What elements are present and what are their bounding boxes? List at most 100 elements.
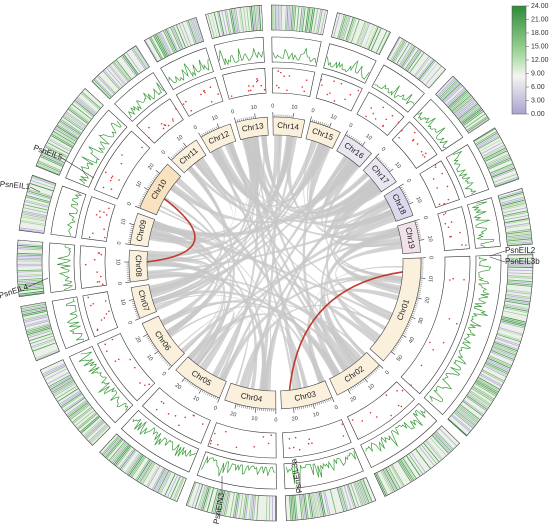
snp-dot	[104, 317, 106, 319]
tick-label: 10	[250, 104, 257, 111]
minor-tick	[151, 182, 153, 183]
snp-dot	[422, 154, 424, 156]
tick-label: 0	[422, 215, 429, 220]
minor-tick	[381, 161, 383, 163]
snp-dot	[421, 365, 423, 367]
snp-dot	[421, 151, 423, 153]
snp-dot	[112, 339, 114, 341]
minor-tick	[352, 137, 353, 139]
tick	[218, 398, 220, 403]
minor-tick	[153, 178, 155, 179]
snp-dot	[398, 137, 400, 139]
minor-tick	[384, 164, 386, 166]
track-frame	[94, 131, 149, 199]
snp-dot	[111, 188, 113, 190]
tick-label: 10	[393, 161, 402, 170]
minor-tick	[371, 373, 373, 375]
minor-tick	[401, 189, 403, 190]
tick-label: 0	[380, 146, 386, 152]
minor-tick	[144, 192, 146, 193]
snp-dot	[452, 278, 454, 280]
minor-tick	[316, 121, 317, 123]
tick-label: 0	[405, 178, 412, 184]
minor-tick	[141, 200, 143, 201]
tick	[402, 335, 406, 337]
minor-tick	[142, 198, 144, 199]
minor-tick	[305, 406, 306, 408]
tick-label: 20	[133, 336, 141, 344]
minor-tick	[182, 147, 184, 149]
snp-dot	[424, 156, 426, 158]
snp-dot	[250, 90, 252, 92]
snp-dot	[156, 409, 158, 411]
snp-dot	[390, 415, 392, 417]
heat-stripe	[269, 496, 270, 520]
minor-tick	[315, 403, 316, 405]
minor-tick	[243, 406, 244, 408]
snp-dot	[190, 110, 192, 112]
minor-tick	[407, 200, 409, 201]
minor-tick	[415, 222, 417, 223]
minor-tick	[211, 395, 212, 397]
minor-tick	[159, 354, 161, 356]
tick-label: 0	[160, 371, 166, 377]
tick	[379, 365, 383, 368]
minor-tick	[180, 149, 182, 151]
tick-label: 10	[329, 114, 337, 122]
minor-tick	[406, 328, 408, 329]
minor-tick	[312, 119, 313, 121]
minor-tick	[146, 336, 148, 337]
minor-tick	[152, 345, 154, 346]
snp-dot	[392, 115, 394, 117]
snp-dot	[375, 118, 377, 120]
track-frame	[51, 186, 86, 237]
minor-tick	[351, 136, 352, 138]
snp-dot	[108, 208, 110, 210]
snp-dot	[214, 433, 216, 435]
tick	[293, 408, 294, 413]
minor-tick	[177, 151, 179, 153]
minor-tick	[132, 303, 134, 304]
tick-label: 0	[271, 103, 274, 109]
minor-tick	[193, 385, 194, 387]
track-frame	[438, 207, 470, 251]
snp-dot	[327, 94, 329, 96]
snp-dot	[441, 173, 443, 175]
tick-label: 0	[384, 370, 390, 376]
minor-tick	[393, 348, 395, 349]
snp-dot	[85, 264, 87, 266]
heat-stripe	[508, 269, 532, 270]
snp-dot	[97, 329, 99, 331]
snp-dot	[436, 187, 438, 189]
tick-label: 0	[348, 122, 354, 129]
minor-tick	[188, 382, 189, 384]
minor-tick	[217, 397, 218, 399]
density-line	[472, 202, 493, 247]
snp-dot	[289, 75, 291, 77]
track-frame	[83, 292, 118, 337]
snp-dot	[289, 438, 291, 440]
minor-tick	[152, 180, 154, 181]
minor-tick	[366, 377, 368, 379]
minor-tick	[408, 201, 410, 202]
minor-tick	[358, 383, 359, 385]
tick-label: 10	[291, 104, 298, 111]
snp-dot	[110, 180, 112, 182]
snp-dot	[103, 211, 105, 213]
snp-dot	[89, 237, 91, 239]
snp-dot	[456, 323, 458, 325]
minor-tick	[237, 404, 238, 406]
snp-dot	[372, 113, 374, 115]
minor-tick	[134, 309, 136, 310]
minor-tick	[416, 226, 418, 227]
colorbar	[512, 6, 526, 114]
snp-dot	[401, 130, 403, 132]
minor-tick	[142, 196, 144, 197]
chromosome-label: Chr08	[134, 255, 143, 278]
snp-dot	[100, 254, 102, 256]
minor-tick	[149, 339, 151, 340]
tick-label: 0	[274, 417, 277, 423]
minor-tick	[130, 230, 132, 231]
minor-tick	[323, 401, 324, 403]
snp-dot	[443, 342, 445, 344]
